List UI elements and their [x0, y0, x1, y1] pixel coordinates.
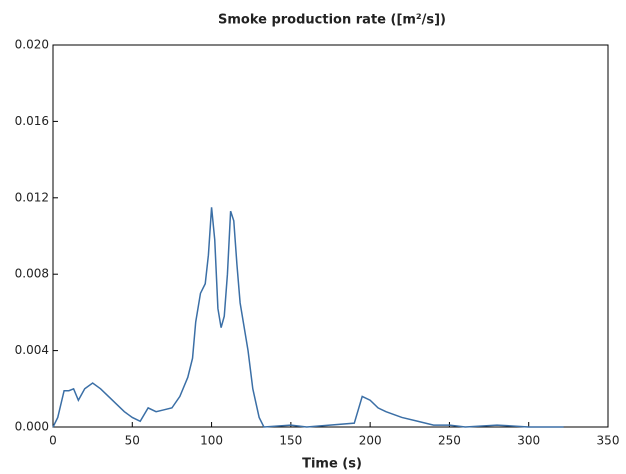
- chart-title: Smoke production rate ([m²/s]): [218, 13, 446, 28]
- y-tick-label: 0.016: [15, 114, 49, 128]
- x-tick-label: 50: [125, 434, 140, 448]
- y-tick-label: 0.020: [15, 38, 49, 52]
- x-tick-label: 250: [438, 434, 461, 448]
- plot-frame: [52, 44, 609, 428]
- x-tick-label: 0: [49, 434, 57, 448]
- x-tick-label: 100: [200, 434, 223, 448]
- y-tick-label: 0.008: [15, 267, 49, 281]
- y-tick-label: 0.000: [15, 420, 49, 434]
- x-axis-label: Time (s): [302, 457, 362, 472]
- data-line: [52, 207, 564, 428]
- y-tick-label: 0.012: [15, 190, 49, 204]
- x-tick-label: 300: [517, 434, 540, 448]
- x-tick-label: 150: [279, 434, 302, 448]
- y-tick-label: 0.004: [15, 343, 49, 357]
- x-tick-label: 200: [359, 434, 382, 448]
- x-tick-label: 350: [597, 434, 620, 448]
